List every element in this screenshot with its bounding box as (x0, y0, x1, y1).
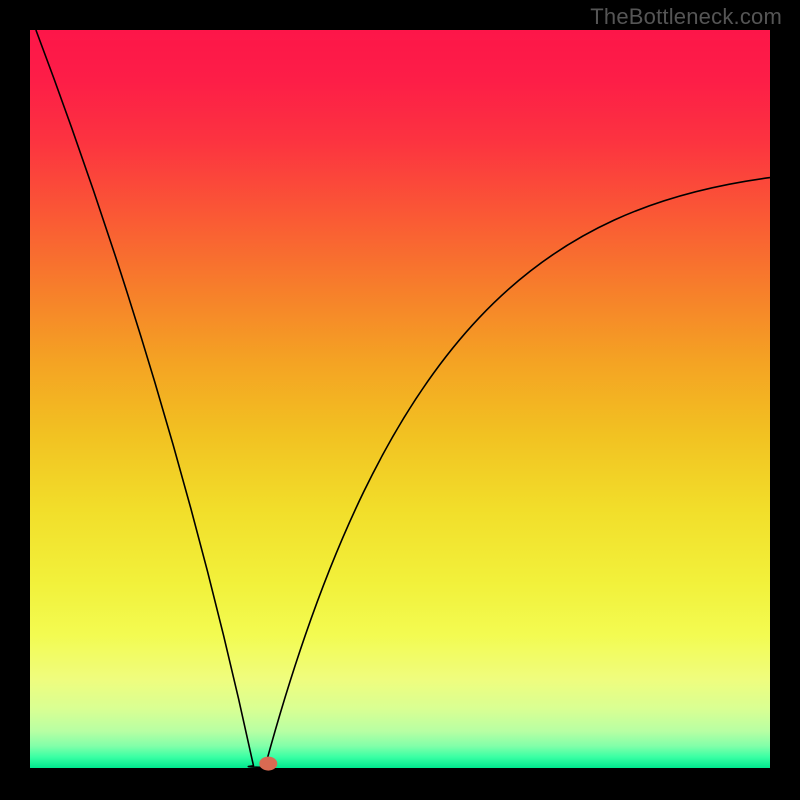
chart-container: TheBottleneck.com (0, 0, 800, 800)
plot-background (30, 30, 770, 768)
bottleneck-chart (0, 0, 800, 800)
watermark-text: TheBottleneck.com (590, 4, 782, 30)
optimal-point-marker (259, 757, 277, 771)
